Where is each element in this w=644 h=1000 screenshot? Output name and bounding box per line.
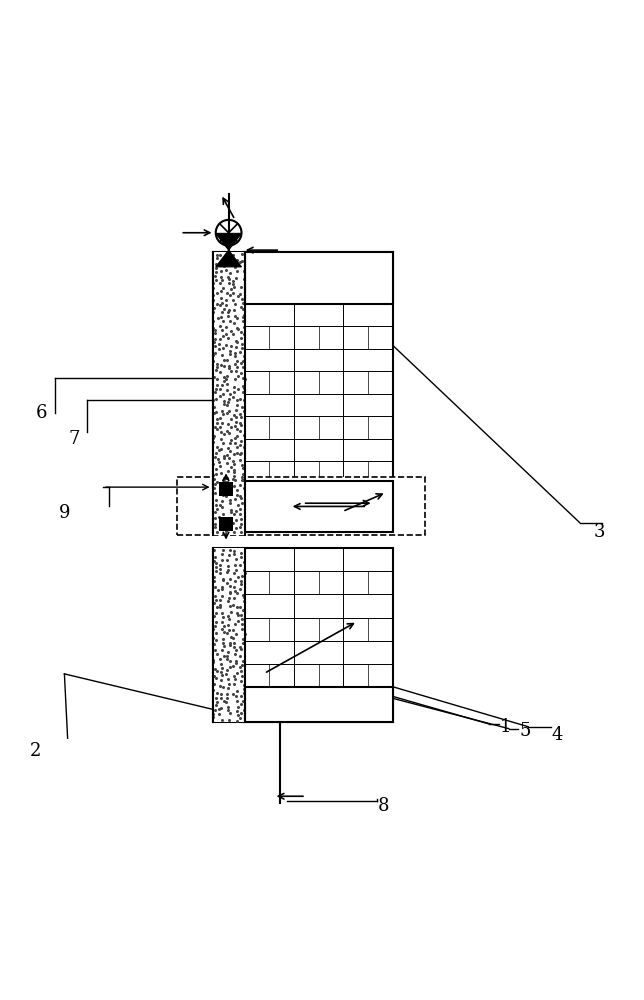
- Bar: [213, 481, 393, 532]
- Text: 1: 1: [500, 718, 511, 736]
- Bar: [245, 252, 393, 304]
- Text: 9: 9: [59, 504, 70, 522]
- Bar: [177, 477, 425, 535]
- Bar: [219, 517, 233, 531]
- Text: 2: 2: [30, 742, 41, 760]
- Bar: [213, 548, 245, 722]
- Text: 4: 4: [551, 726, 563, 744]
- Text: 8: 8: [377, 797, 389, 815]
- Text: 6: 6: [36, 404, 48, 422]
- Polygon shape: [216, 233, 242, 250]
- Text: 7: 7: [68, 430, 80, 448]
- Text: 3: 3: [593, 523, 605, 541]
- Bar: [213, 252, 393, 484]
- Bar: [219, 482, 233, 496]
- Bar: [245, 687, 393, 722]
- Bar: [213, 548, 393, 722]
- Polygon shape: [216, 250, 242, 267]
- Bar: [213, 477, 245, 535]
- Text: 5: 5: [519, 722, 531, 740]
- Bar: [213, 252, 245, 484]
